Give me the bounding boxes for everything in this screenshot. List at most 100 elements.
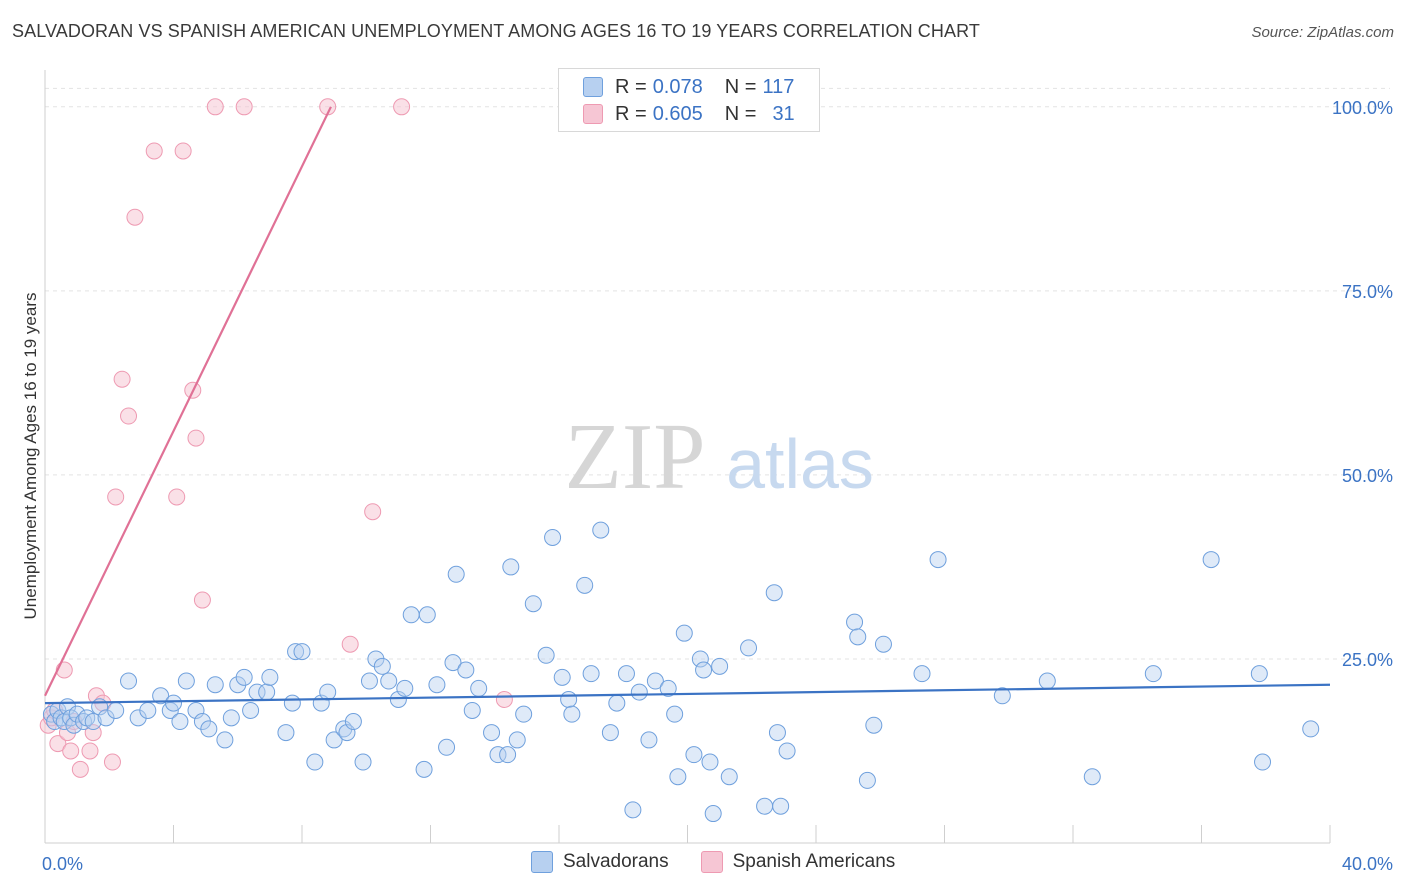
data-point-salvadorans [373,657,391,675]
data-point-salvadorans [515,705,533,723]
stats-legend: R = 0.078 N = 117 R = 0.605 N = 31 [558,68,820,132]
data-point-salvadorans [993,687,1011,705]
data-point-salvadorans [711,657,729,675]
data-point-spanish-americans [107,488,125,506]
data-point-salvadorans [396,679,414,697]
legend-item-spanish: Spanish Americans [700,851,896,873]
data-point-salvadorans [701,753,719,771]
data-point-salvadorans [1250,665,1268,683]
data-point-salvadorans [293,643,311,661]
data-point-salvadorans [65,716,83,734]
data-point-salvadorans [1254,753,1272,771]
y-axis-label: Unemployment Among Ages 16 to 19 years [21,292,40,620]
data-point-salvadorans [444,654,462,672]
data-point-salvadorans [502,558,520,576]
data-point-salvadorans [177,672,195,690]
data-point-spanish-americans [174,142,192,160]
data-point-salvadorans [258,683,276,701]
data-point-salvadorans [1038,672,1056,690]
data-point-salvadorans [624,801,642,819]
data-point-spanish-americans [103,753,121,771]
data-point-salvadorans [171,713,189,731]
data-point-salvadorans [704,805,722,823]
legend-n-value: 31 [772,102,795,125]
data-point-salvadorans [235,668,253,686]
legend-swatch-spanish [700,851,723,873]
data-point-salvadorans [669,768,687,786]
x-tick-label-max: 40.0% [1342,854,1393,874]
tick-labels: 25.0% 50.0% 75.0% 100.0% 0.0% 40.0% [42,98,1393,874]
data-point-spanish-americans [364,503,382,521]
y-tick-label: 25.0% [1342,650,1393,670]
data-point-salvadorans [913,665,931,683]
data-point-salvadorans [544,528,562,546]
data-point-spanish-americans [81,742,99,760]
data-point-salvadorans [338,724,356,742]
data-point-salvadorans [1302,720,1320,738]
data-point-salvadorans [720,768,738,786]
data-point-salvadorans [865,716,883,734]
grid-lines [45,87,1390,660]
data-point-salvadorans [685,746,703,764]
legend-r-value: 0.078 [652,75,703,98]
data-point-salvadorans [778,742,796,760]
legend-swatch-spanish [583,104,603,124]
data-point-salvadorans [325,731,343,749]
legend-r-value: 0.605 [652,102,703,125]
data-point-salvadorans [874,635,892,653]
trend-line-spanish-americans [44,106,332,697]
data-point-salvadorans [929,551,947,569]
trend-lines [44,106,1331,705]
data-point-salvadorans [222,709,240,727]
data-point-salvadorans [402,606,420,624]
legend-r-label: R = [615,75,647,98]
legend-swatch-salvadorans [531,851,553,873]
y-tick-label: 50.0% [1342,466,1393,486]
data-point-salvadorans [1144,665,1162,683]
chart-title: SALVADORAN VS SPANISH AMERICAN UNEMPLOYM… [12,21,980,41]
data-point-spanish-americans [235,98,253,116]
data-point-salvadorans [344,713,362,731]
data-point-salvadorans [447,565,465,583]
data-point-salvadorans [483,724,501,742]
data-point-salvadorans [319,683,337,701]
data-point-salvadorans [187,701,205,719]
trend-line-salvadorans [44,683,1331,705]
data-point-salvadorans [1083,768,1101,786]
data-point-salvadorans [640,731,658,749]
data-point-salvadorans [283,694,301,712]
data-point-salvadorans [675,624,693,642]
legend-swatch-salvadorans [583,77,603,97]
data-point-spanish-americans [49,735,67,753]
data-point-spanish-americans [393,98,411,116]
legend-row-salvadorans: R = 0.078 N = 117 [583,74,794,100]
data-point-salvadorans [740,639,758,657]
data-point-salvadorans [418,606,436,624]
data-point-salvadorans [1202,551,1220,569]
data-point-salvadorans [582,665,600,683]
legend-label-spanish: Spanish Americans [732,851,896,872]
data-point-salvadorans [389,690,407,708]
data-point-salvadorans [216,731,234,749]
legend-item-salvadorans: Salvadorans [531,851,669,873]
data-point-salvadorans [287,643,305,661]
data-point-salvadorans [666,705,684,723]
data-point-spanish-americans [193,591,211,609]
legend-n-label: N = [724,102,757,125]
data-point-salvadorans [617,665,635,683]
data-point-salvadorans [646,672,664,690]
data-point-spanish-americans [113,370,131,388]
watermark: ZIP atlas [565,405,874,509]
data-point-salvadorans [306,753,324,771]
data-point-salvadorans [772,797,790,815]
data-point-salvadorans [489,746,507,764]
source-label: Source: ZipAtlas.com [1251,24,1394,41]
data-point-spanish-americans [71,760,89,778]
data-point-salvadorans [261,668,279,686]
data-point-salvadorans [563,705,581,723]
data-point-salvadorans [206,676,224,694]
data-point-salvadorans [242,701,260,719]
data-point-salvadorans [470,679,488,697]
data-point-salvadorans [457,661,475,679]
